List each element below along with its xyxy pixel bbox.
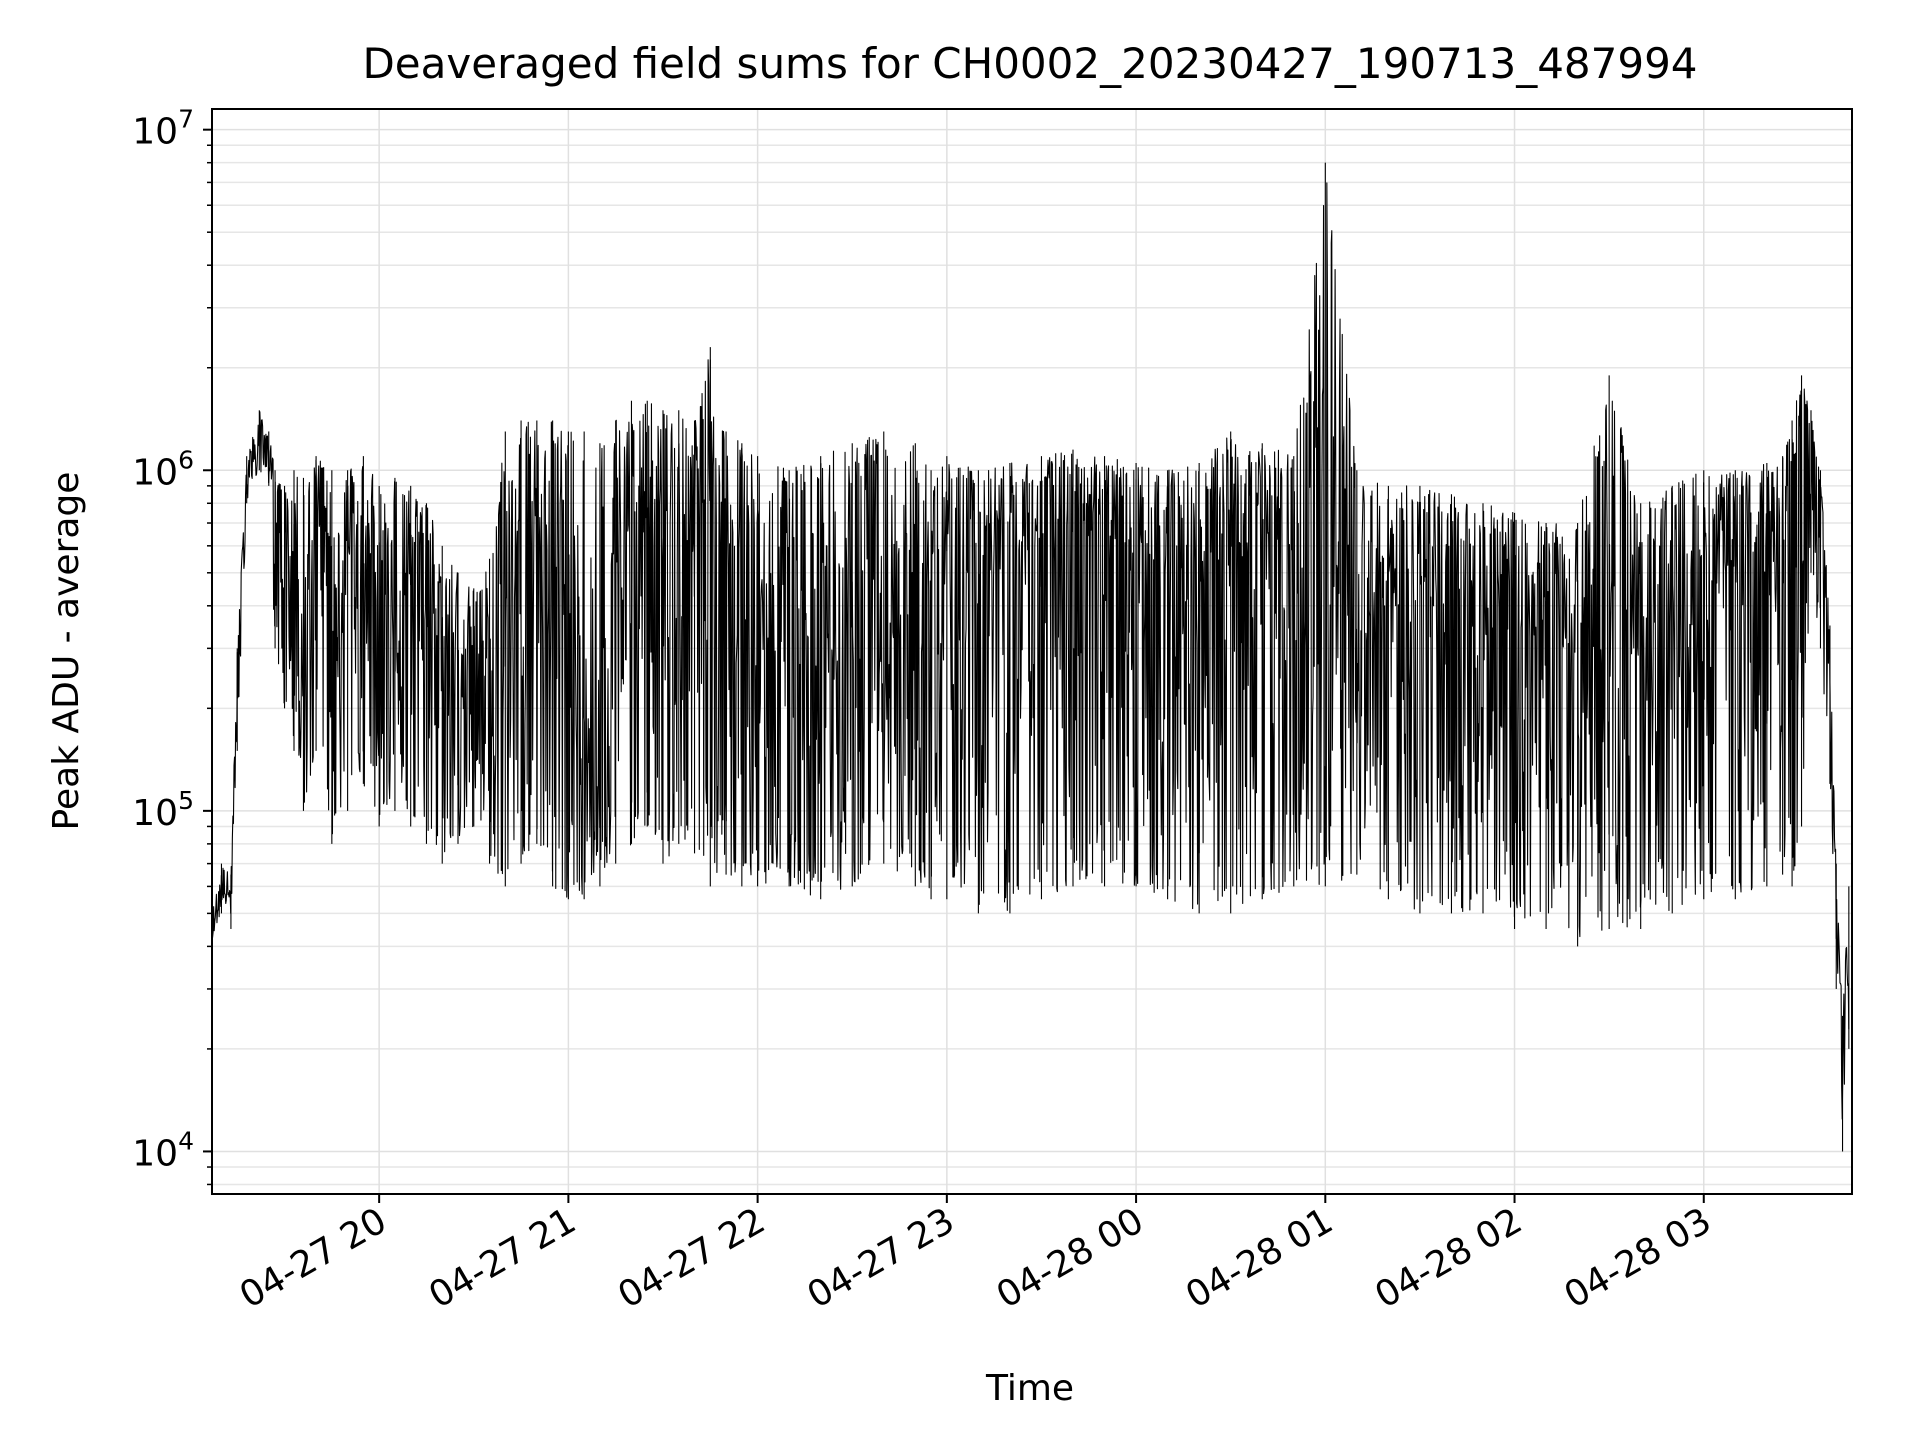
y-tick-label: 106 bbox=[132, 445, 194, 493]
y-tick-label: 104 bbox=[132, 1126, 194, 1174]
y-tick-base: 10 bbox=[132, 1133, 178, 1174]
y-tick-label: 107 bbox=[132, 105, 194, 153]
y-tick-base: 10 bbox=[132, 793, 178, 834]
plot-area bbox=[211, 162, 1850, 1152]
y-tick-exponent: 7 bbox=[178, 105, 194, 134]
axes-frame bbox=[211, 108, 1853, 1195]
y-tick-base: 10 bbox=[132, 452, 178, 493]
chart-title: Deaveraged field sums for CH0002_2023042… bbox=[362, 39, 1697, 88]
y-tick-label: 105 bbox=[132, 786, 194, 834]
y-axis-label: Peak ADU - average bbox=[46, 472, 87, 831]
y-tick-exponent: 4 bbox=[178, 1126, 194, 1155]
x-axis-label: Time bbox=[985, 1368, 1074, 1409]
series-line bbox=[211, 182, 1850, 1120]
y-tick-exponent: 5 bbox=[178, 786, 194, 815]
y-tick-base: 10 bbox=[132, 112, 178, 153]
y-tick-exponent: 6 bbox=[178, 445, 194, 474]
